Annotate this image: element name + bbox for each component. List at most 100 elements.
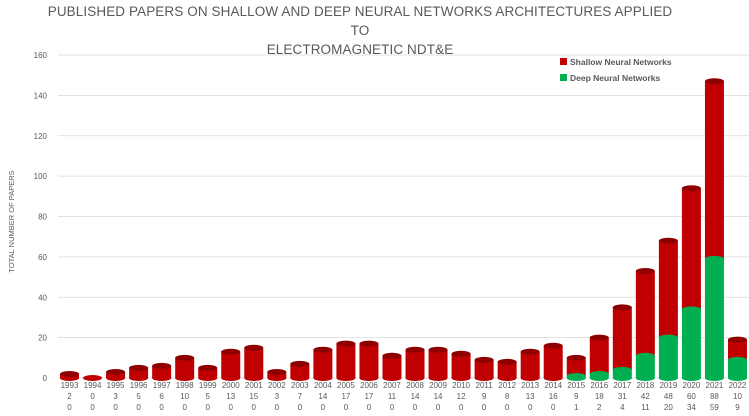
- x-tick-label: 2019: [659, 381, 677, 390]
- data-label-shallow: 13: [526, 392, 535, 401]
- data-label-deep: 59: [710, 403, 719, 412]
- data-label-deep: 0: [67, 403, 72, 412]
- bar-deep-2017: [612, 369, 632, 378]
- data-label-shallow: 6: [159, 392, 164, 401]
- data-label-shallow: 17: [364, 392, 373, 401]
- bar-shallow-2008: [405, 349, 425, 378]
- bar-shallow-base-2003: [290, 375, 310, 381]
- data-label-shallow: 14: [411, 392, 420, 401]
- bar-shallow-cap-2018: [635, 268, 655, 275]
- bar-shallow-cap-2007: [382, 352, 402, 359]
- data-label-deep: 0: [136, 403, 141, 412]
- bar-shallow-2012: [497, 361, 517, 378]
- bar-shallow-cap-2008: [405, 346, 425, 353]
- data-label-deep: 0: [528, 403, 533, 412]
- bar-shallow-2020: [681, 188, 701, 310]
- bar-shallow-2014: [543, 345, 563, 378]
- data-label-deep: 0: [367, 403, 372, 412]
- bar-shallow-base-2008: [405, 375, 425, 381]
- bar-shallow-base-2001: [244, 375, 264, 381]
- y-tick-label: 0: [43, 374, 48, 383]
- x-tick-label: 2005: [337, 381, 355, 390]
- bar-shallow-base-1995: [106, 375, 126, 381]
- bar-empty-1994: [83, 375, 103, 381]
- bar-shallow-cap-1996: [129, 364, 149, 371]
- bar-shallow-2022: [727, 339, 747, 360]
- data-label-shallow: 7: [298, 392, 303, 401]
- bar-deep-base-2021: [704, 375, 724, 381]
- data-label-deep: 1: [574, 403, 579, 412]
- bar-shallow-cap-2000: [221, 348, 241, 355]
- data-label-shallow: 18: [595, 392, 604, 401]
- data-label-shallow: 13: [226, 392, 235, 401]
- data-label-deep: 0: [298, 403, 303, 412]
- y-tick-label: 60: [38, 253, 47, 262]
- bar-shallow-base-2007: [382, 375, 402, 381]
- bar-shallow-base-2011: [474, 375, 494, 381]
- x-tick-label: 1998: [176, 381, 194, 390]
- bar-shallow-cap-1999: [198, 364, 218, 371]
- data-label-deep: 0: [505, 403, 510, 412]
- x-tick-label: 2009: [429, 381, 447, 390]
- data-label-shallow: 14: [434, 392, 443, 401]
- data-label-shallow: 12: [457, 392, 466, 401]
- x-tick-label: 2012: [498, 381, 516, 390]
- gridlines: [58, 54, 749, 379]
- x-tick-label: 2021: [706, 381, 724, 390]
- bar-shallow-base-2002: [267, 375, 287, 381]
- y-tick-label: 20: [38, 334, 47, 343]
- bar-shallow-1996: [129, 367, 149, 378]
- data-label-deep: 9: [735, 403, 740, 412]
- bar-shallow-cap-2001: [244, 344, 264, 351]
- y-axis-title: TOTAL NUMBER OF PAPERS: [7, 170, 16, 272]
- bar-shallow-1995: [106, 371, 126, 378]
- data-label-shallow: 0: [90, 392, 95, 401]
- data-label-shallow: 10: [180, 392, 189, 401]
- data-label-deep: 0: [344, 403, 349, 412]
- x-tick-label: 2015: [567, 381, 585, 390]
- legend-label-deep: Deep Neural Networks: [570, 73, 660, 83]
- bar-shallow-cap-1997: [152, 362, 172, 369]
- bar-shallow-cap-2012: [497, 358, 517, 365]
- bar-shallow-cap-1995: [106, 368, 126, 375]
- bar-deep-cap-2016: [589, 370, 609, 377]
- bar-shallow-2018: [635, 271, 655, 356]
- x-tick-label: 1997: [153, 381, 171, 390]
- data-label-shallow: 48: [664, 392, 673, 401]
- bar-shallow-2017: [612, 307, 632, 370]
- bar-deep-base-2020: [681, 375, 701, 381]
- bar-shallow-cap-2005: [336, 340, 356, 347]
- x-tick-label: 2017: [613, 381, 631, 390]
- x-tick-label: 1996: [130, 381, 148, 390]
- bar-shallow-cap-2006: [359, 340, 379, 347]
- bar-shallow-2004: [313, 349, 333, 378]
- data-label-shallow: 5: [136, 392, 141, 401]
- legend-swatch-shallow: [560, 58, 567, 65]
- data-label-shallow: 5: [205, 392, 210, 401]
- data-label-shallow: 31: [618, 392, 627, 401]
- x-tick-label: 2018: [636, 381, 654, 390]
- bar-shallow-2003: [290, 363, 310, 378]
- data-label-shallow: 9: [482, 392, 487, 401]
- bar-shallow-cap-2019: [658, 237, 678, 244]
- bar-shallow-2000: [221, 351, 241, 378]
- bar-deep-2019: [658, 337, 678, 378]
- bar-shallow-cap-2022: [727, 336, 747, 343]
- bar-shallow-base-2013: [520, 375, 540, 381]
- chart-title-line-1: PUBLISHED PAPERS ON SHALLOW AND DEEP NEU…: [47, 4, 673, 38]
- bar-shallow-2001: [244, 347, 264, 378]
- bar-shallow-2011: [474, 359, 494, 378]
- bar-deep-2018: [635, 355, 655, 378]
- bar-deep-base-2017: [612, 375, 632, 381]
- data-label-deep: 0: [159, 403, 164, 412]
- data-label-deep: 11: [641, 403, 650, 412]
- bar-shallow-cap-2004: [313, 346, 333, 353]
- data-label-shallow: 42: [641, 392, 650, 401]
- legend-swatch-deep: [560, 74, 567, 81]
- bar-shallow-base-2006: [359, 375, 379, 381]
- bar-shallow-base-2000: [221, 375, 241, 381]
- x-tick-label: 1995: [107, 381, 125, 390]
- bar-shallow-cap-2011: [474, 356, 494, 363]
- x-tick-label: 2014: [544, 381, 562, 390]
